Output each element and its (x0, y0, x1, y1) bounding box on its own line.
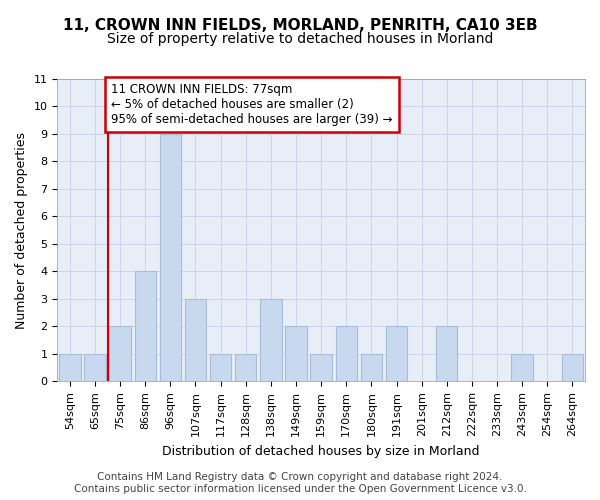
Bar (109, 326, 131, 382)
Bar (562, 354, 583, 382)
Bar (235, 354, 256, 382)
Bar (335, 326, 357, 382)
Bar (436, 326, 457, 382)
Bar (160, 134, 181, 382)
Bar (361, 354, 382, 382)
Bar (59, 354, 80, 382)
Text: Contains HM Land Registry data © Crown copyright and database right 2024.
Contai: Contains HM Land Registry data © Crown c… (74, 472, 526, 494)
Y-axis label: Number of detached properties: Number of detached properties (15, 132, 28, 328)
Bar (84, 354, 106, 382)
Text: 11, CROWN INN FIELDS, MORLAND, PENRITH, CA10 3EB: 11, CROWN INN FIELDS, MORLAND, PENRITH, … (62, 18, 538, 32)
Bar (286, 326, 307, 382)
Bar (260, 299, 281, 382)
Bar (310, 354, 332, 382)
Bar (386, 326, 407, 382)
Text: Size of property relative to detached houses in Morland: Size of property relative to detached ho… (107, 32, 493, 46)
Bar (210, 354, 232, 382)
Bar (511, 354, 533, 382)
Text: 11 CROWN INN FIELDS: 77sqm
← 5% of detached houses are smaller (2)
95% of semi-d: 11 CROWN INN FIELDS: 77sqm ← 5% of detac… (112, 83, 393, 126)
Bar (134, 272, 156, 382)
X-axis label: Distribution of detached houses by size in Morland: Distribution of detached houses by size … (163, 444, 480, 458)
Bar (185, 299, 206, 382)
